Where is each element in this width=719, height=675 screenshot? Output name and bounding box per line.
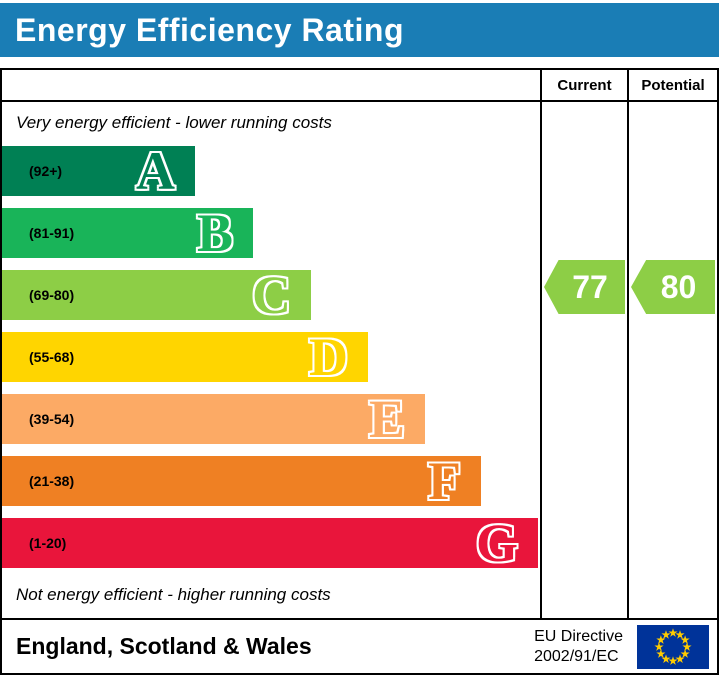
- band-bar: (55-68) D: [2, 327, 368, 387]
- potential-rating-arrow: 80: [631, 260, 715, 314]
- current-column: 77: [540, 102, 627, 618]
- chart-header-spacer: [2, 70, 540, 102]
- band-range: (39-54): [29, 411, 75, 427]
- current-rating-arrow: 77: [544, 260, 625, 314]
- band-bar: (69-80) C: [2, 265, 311, 325]
- title-bar: Energy Efficiency Rating: [0, 3, 719, 57]
- band-letter: G: [475, 513, 518, 573]
- energy-efficiency-chart: Current Potential Very energy efficient …: [0, 68, 719, 620]
- current-column-header: Current: [540, 70, 627, 102]
- band-range: (81-91): [29, 225, 75, 241]
- region-label: England, Scotland & Wales: [16, 633, 312, 659]
- band-letter: F: [428, 451, 461, 511]
- band-bar: (81-91) B: [2, 203, 253, 263]
- eu-directive-line2: 2002/91/EC: [534, 647, 619, 665]
- potential-column-header: Potential: [627, 70, 717, 102]
- band-letter: B: [196, 203, 233, 263]
- eu-directive-label: EU Directive 2002/91/EC: [534, 627, 637, 667]
- band-bar: (1-20) G: [2, 513, 538, 573]
- band-letter: E: [368, 389, 405, 449]
- band-bar: (21-38) F: [2, 451, 481, 511]
- eu-directive-line1: EU Directive: [534, 627, 623, 645]
- band-row-e: (39-54) E: [2, 388, 540, 450]
- page-title: Energy Efficiency Rating: [15, 11, 404, 48]
- band-range: (21-38): [29, 473, 75, 489]
- band-row-b: (81-91) B: [2, 202, 540, 264]
- band-bar: (92+) A: [2, 141, 195, 201]
- band-range: (1-20): [29, 535, 67, 551]
- band-range: (55-68): [29, 349, 75, 365]
- band-row-d: (55-68) D: [2, 326, 540, 388]
- potential-column: 80: [627, 102, 717, 618]
- top-note: Very energy efficient - lower running co…: [16, 113, 332, 132]
- band-letter: D: [309, 327, 348, 387]
- bottom-note: Not energy efficient - higher running co…: [16, 585, 331, 604]
- band-row-g: (1-20) G: [2, 512, 540, 574]
- band-letter: A: [136, 141, 175, 201]
- potential-rating-value: 80: [660, 268, 697, 305]
- eu-flag: [637, 624, 709, 669]
- band-bar: (39-54) E: [2, 389, 425, 449]
- band-row-f: (21-38) F: [2, 450, 540, 512]
- band-row-c: (69-80) C: [2, 264, 540, 326]
- bands-column: Very energy efficient - lower running co…: [2, 102, 540, 618]
- current-rating-value: 77: [572, 268, 608, 305]
- band-range: (92+): [29, 163, 63, 179]
- footer: England, Scotland & Wales EU Directive 2…: [0, 620, 719, 675]
- band-range: (69-80): [29, 287, 75, 303]
- band-row-a: (92+) A: [2, 140, 540, 202]
- band-letter: C: [252, 265, 291, 325]
